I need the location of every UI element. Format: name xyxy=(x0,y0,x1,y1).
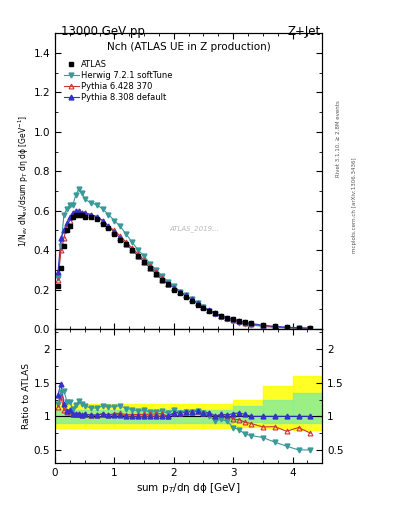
Text: ATLAS_2019...: ATLAS_2019... xyxy=(169,225,219,232)
Text: Z+Jet: Z+Jet xyxy=(287,25,320,37)
Text: mcplots.cern.ch [arXiv:1306.3436]: mcplots.cern.ch [arXiv:1306.3436] xyxy=(352,157,357,252)
Y-axis label: 1/N$_{ev}$ dN$_{ev}$/dsum p$_T$ dη dϕ [GeV$^{-1}$]: 1/N$_{ev}$ dN$_{ev}$/dsum p$_T$ dη dϕ [G… xyxy=(17,115,31,247)
Y-axis label: Ratio to ATLAS: Ratio to ATLAS xyxy=(22,363,31,429)
Text: 13000 GeV pp: 13000 GeV pp xyxy=(61,25,145,37)
Legend: ATLAS, Herwig 7.2.1 softTune, Pythia 6.428 370, Pythia 8.308 default: ATLAS, Herwig 7.2.1 softTune, Pythia 6.4… xyxy=(62,58,174,104)
Text: Nch (ATLAS UE in Z production): Nch (ATLAS UE in Z production) xyxy=(107,42,270,52)
Text: Rivet 3.1.10, ≥ 2.8M events: Rivet 3.1.10, ≥ 2.8M events xyxy=(336,100,341,177)
X-axis label: sum p$_T$/dη dϕ [GeV]: sum p$_T$/dη dϕ [GeV] xyxy=(136,481,241,495)
